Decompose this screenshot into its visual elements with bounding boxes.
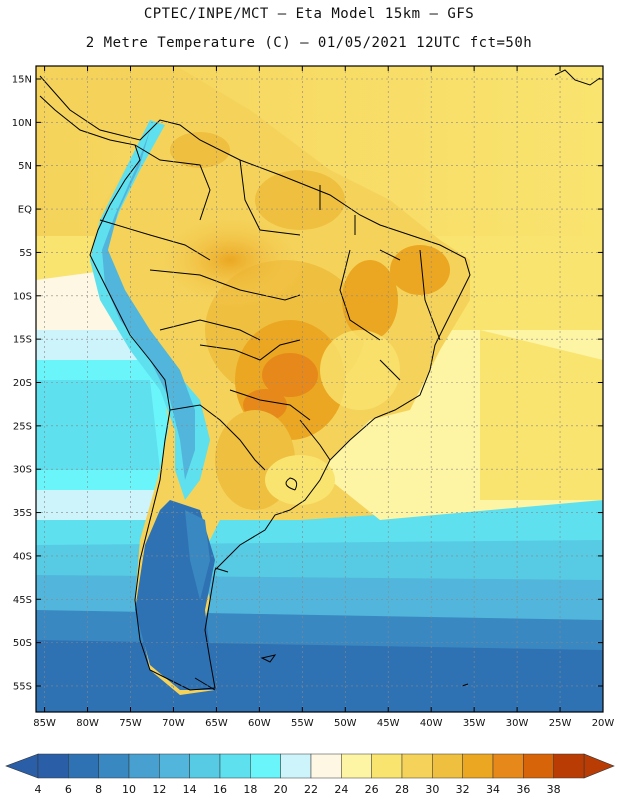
- header-subtitle: 2 Metre Temperature (C) – 01/05/2021 12U…: [85, 35, 533, 51]
- colorbar-label: 18: [243, 783, 257, 796]
- colorbar-label: 24: [334, 783, 348, 796]
- lon-label: 20W: [592, 718, 615, 729]
- colorbar-swatch: [553, 753, 585, 779]
- colorbar-swatch: [37, 753, 69, 779]
- colorbar-over-arrow: [583, 753, 615, 779]
- lon-label: 60W: [248, 718, 271, 729]
- colorbar-swatch: [341, 753, 372, 779]
- colorbar-label: 10: [122, 783, 136, 796]
- colorbar-swatch: [250, 753, 281, 779]
- colorbar-label: 34: [486, 783, 500, 796]
- colorbar-label: 14: [183, 783, 197, 796]
- colorbar-label: 22: [304, 783, 318, 796]
- lat-label: 40S: [13, 551, 32, 562]
- colorbar-label: 4: [35, 783, 42, 796]
- lon-label: 45W: [377, 718, 400, 729]
- colorbar-label: 26: [365, 783, 379, 796]
- lon-label: 50W: [334, 718, 357, 729]
- lat-label: 45S: [13, 595, 32, 606]
- colorbar-under-arrow: [5, 753, 39, 779]
- lat-label: 10S: [13, 291, 32, 302]
- colorbar-swatch: [189, 753, 221, 779]
- colorbar-label: 16: [213, 783, 227, 796]
- colorbar-label: 12: [152, 783, 166, 796]
- colorbar-swatch: [159, 753, 190, 779]
- colorbar-swatch: [280, 753, 312, 779]
- lon-label: 80W: [76, 718, 99, 729]
- colorbar-label: 20: [274, 783, 288, 796]
- lat-label: 10N: [12, 118, 32, 129]
- colorbar-swatch: [371, 753, 403, 779]
- colorbar: 4 6 8 10 12 14 16 18 20 22 24 26 28 30 32 34 36 38: [5, 753, 615, 796]
- colorbar-swatch: [462, 753, 494, 779]
- colorbar-label: 28: [395, 783, 409, 796]
- colorbar-label: 6: [65, 783, 72, 796]
- lat-label: 20S: [13, 378, 32, 389]
- coastlines-borders: [39, 69, 601, 691]
- lat-label: 35S: [13, 508, 32, 519]
- lon-label: 35W: [463, 718, 486, 729]
- colorbar-swatch: [523, 753, 554, 779]
- colorbar-label: 36: [516, 783, 530, 796]
- colorbar-label: 30: [425, 783, 439, 796]
- lon-label: 30W: [506, 718, 529, 729]
- colorbar-swatch: [401, 753, 433, 779]
- lon-label: 40W: [420, 718, 443, 729]
- latitude-axis: 15N 10N 5N EQ 5S 10S 15S 20S 25S 30S 35S 40S 45S 50S 5…: [12, 75, 603, 692]
- lon-label: 85W: [33, 718, 56, 729]
- map-frame: [35, 65, 604, 713]
- colorbar-swatch: [310, 753, 342, 779]
- lat-label: 30S: [13, 465, 32, 476]
- lat-label: 5N: [18, 161, 32, 172]
- lat-label: 50S: [13, 638, 32, 649]
- land-temperature-field: [40, 68, 470, 695]
- longitude-axis: 85W 80W 75W 70W 65W 60W 55W 50W 45W 40W 35W 30W 25W 2…: [33, 66, 614, 729]
- lat-label: 5S: [19, 248, 32, 259]
- colorbar-label: 8: [95, 783, 102, 796]
- colorbar-swatch: [219, 753, 251, 779]
- lat-label: 15S: [13, 335, 32, 346]
- colorbar-swatch: [492, 753, 524, 779]
- lat-label: 55S: [13, 681, 32, 692]
- lat-label: 15N: [12, 75, 32, 86]
- lon-label: 25W: [549, 718, 572, 729]
- colorbar-swatch: [128, 753, 160, 779]
- colorbar-label: 38: [547, 783, 561, 796]
- colorbar-swatch: [68, 753, 99, 779]
- lon-label: 70W: [162, 718, 185, 729]
- colorbar-label: 32: [456, 783, 470, 796]
- lon-label: 55W: [291, 718, 314, 729]
- colorbar-swatch: [432, 753, 463, 779]
- colorbar-swatch: [98, 753, 130, 779]
- lat-label: EQ: [18, 205, 32, 216]
- header-title: CPTEC/INPE/MCT – Eta Model 15km – GFS: [143, 6, 475, 22]
- lon-label: 75W: [119, 718, 142, 729]
- lon-label: 65W: [205, 718, 228, 729]
- lat-label: 25S: [13, 421, 32, 432]
